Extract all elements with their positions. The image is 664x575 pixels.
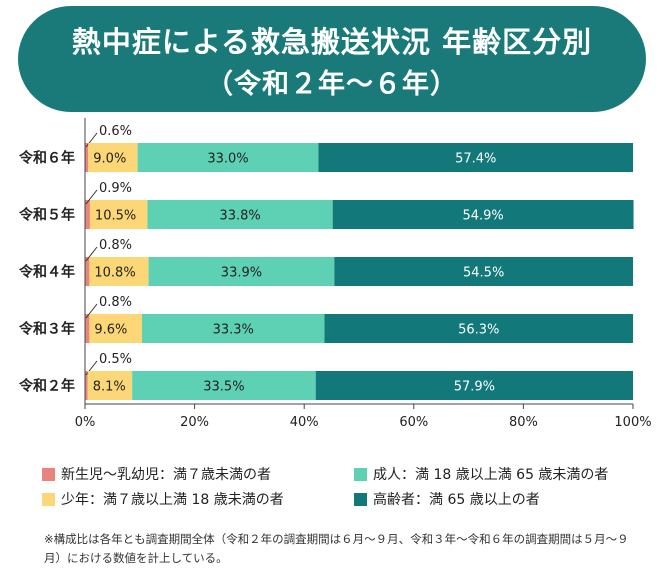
data-label: 33.3%	[213, 323, 254, 338]
legend-label-elderly: 高齢者：満 65 歳以上の者	[373, 492, 540, 508]
category-label: 令和６年	[18, 150, 75, 167]
footnote: ※構成比は各年とも調査期間全体（令和２年の調査期間は６月〜９月、令和３年〜令和６…	[44, 532, 629, 565]
legend-item-elderly: 高齢者：満 65 歳以上の者	[354, 489, 540, 509]
data-label: 33.0%	[207, 152, 248, 167]
data-label: 8.1%	[93, 380, 126, 395]
data-label: 57.4%	[455, 152, 496, 167]
data-label: 0.5%	[99, 352, 132, 367]
legend-swatch-adult	[354, 467, 367, 481]
data-label: 54.5%	[463, 266, 504, 281]
bar-segment-elderly	[315, 371, 633, 400]
data-label: 10.5%	[95, 209, 136, 224]
x-tick-label: 60%	[399, 415, 428, 430]
data-label: 57.9%	[454, 380, 495, 395]
bar-segment-adult	[132, 371, 316, 400]
legend-swatch-infant	[42, 467, 55, 481]
callout-line	[85, 132, 98, 148]
x-tick-label: 80%	[509, 415, 538, 430]
data-label: 0.8%	[99, 238, 132, 253]
data-label: 0.9%	[99, 181, 132, 196]
x-tick-label: 20%	[180, 415, 209, 430]
bar-segment-elderly	[324, 314, 633, 343]
legend-item-adult: 成人：満 18 歳以上満 65 歳未満の者	[354, 464, 608, 484]
bar-segment-youth	[89, 314, 142, 343]
bar-segment-infant	[85, 314, 90, 343]
legend: 新生児〜乳幼児：満７歳未満の者 成人：満 18 歳以上満 65 歳未満の者 少年…	[0, 458, 664, 518]
data-label: 56.3%	[458, 323, 499, 338]
data-label: 33.9%	[221, 266, 262, 281]
title-banner: 熱中症による救急搬送状況 年齢区分別 （令和２年〜６年）	[18, 6, 646, 112]
bar-segment-adult	[148, 257, 335, 286]
bar-segment-infant	[85, 371, 88, 400]
bar-segment-elderly	[332, 200, 634, 229]
bar-segment-elderly	[318, 143, 633, 172]
bar-segment-youth	[89, 200, 148, 229]
callout-line	[85, 189, 98, 205]
bar-segment-infant	[85, 143, 89, 172]
stacked-bar-chart: 令和６年 0.6% 9.0% 33.0% 57.4% 令和５年 0.9% 10.5% 33.8%…	[18, 118, 652, 430]
category-label: 令和５年	[18, 207, 75, 224]
callout-line	[85, 246, 98, 262]
bar-segment-youth	[88, 143, 138, 172]
data-label: 33.8%	[219, 209, 260, 224]
legend-label-infant: 新生児〜乳幼児：満７歳未満の者	[61, 467, 271, 483]
bar-segment-adult	[137, 143, 319, 172]
chart-subtitle: （令和２年〜６年）	[206, 69, 458, 100]
bar-segment-infant	[85, 257, 90, 286]
x-tick-label: 0%	[75, 415, 96, 430]
bar-segment-youth	[89, 257, 149, 286]
x-tick-label: 40%	[290, 415, 319, 430]
category-label: 令和４年	[18, 264, 75, 281]
legend-swatch-youth	[42, 492, 55, 506]
bar-segment-infant	[85, 200, 90, 229]
data-label: 9.0%	[93, 152, 126, 167]
legend-label-adult: 成人：満 18 歳以上満 65 歳未満の者	[373, 467, 609, 483]
data-label: 9.6%	[94, 323, 127, 338]
bar-segment-adult	[147, 200, 333, 229]
bar-segment-elderly	[334, 257, 633, 286]
bar-segment-adult	[141, 314, 325, 343]
category-label: 令和３年	[18, 321, 75, 338]
callout-line	[85, 303, 98, 319]
x-tick-label: 100%	[614, 415, 651, 430]
legend-item-infant: 新生児〜乳幼児：満７歳未満の者	[42, 464, 271, 484]
legend-item-youth: 少年：満７歳以上満 18 歳未満の者	[42, 489, 284, 509]
data-label: 0.8%	[99, 295, 132, 310]
data-label: 54.9%	[462, 209, 503, 224]
legend-swatch-elderly	[354, 492, 367, 506]
chart-title: 熱中症による救急搬送状況 年齢区分別	[71, 25, 593, 59]
category-label: 令和２年	[18, 378, 75, 395]
bar-segment-youth	[87, 371, 133, 400]
data-label: 10.8%	[94, 266, 135, 281]
data-label: 33.5%	[203, 380, 244, 395]
legend-label-youth: 少年：満７歳以上満 18 歳未満の者	[61, 492, 284, 508]
data-label: 0.6%	[99, 124, 132, 139]
